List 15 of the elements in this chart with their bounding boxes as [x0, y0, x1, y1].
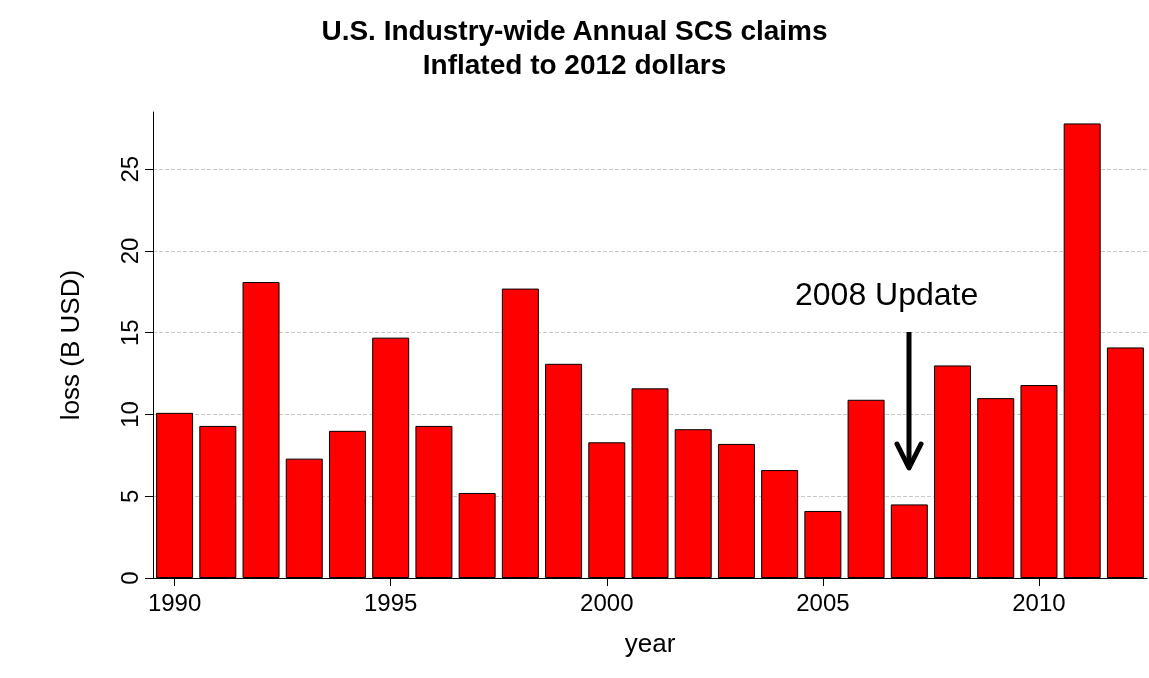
- x-tick-label: 1995: [364, 588, 418, 616]
- annotation: 2008 Update: [795, 276, 979, 313]
- x-tick-label: 2010: [1012, 588, 1066, 616]
- y-axis-title: loss (B USD): [55, 269, 85, 421]
- x-tick-label: 1990: [147, 588, 202, 616]
- y-tick-label: 25: [115, 155, 143, 183]
- y-tick-label: 0: [115, 571, 143, 585]
- x-axis-title: year: [624, 628, 676, 658]
- x-tick-label: 2005: [796, 588, 850, 616]
- x-tick-label: 2000: [580, 588, 634, 616]
- chart-title: U.S. Industry-wide Annual SCS claims Inflated to 2012 dollars: [321, 14, 828, 80]
- y-tick-label: 10: [115, 401, 143, 428]
- y-tick-label: 5: [115, 489, 143, 503]
- y-tick-label: 15: [115, 319, 143, 347]
- y-tick-label: 20: [115, 237, 143, 265]
